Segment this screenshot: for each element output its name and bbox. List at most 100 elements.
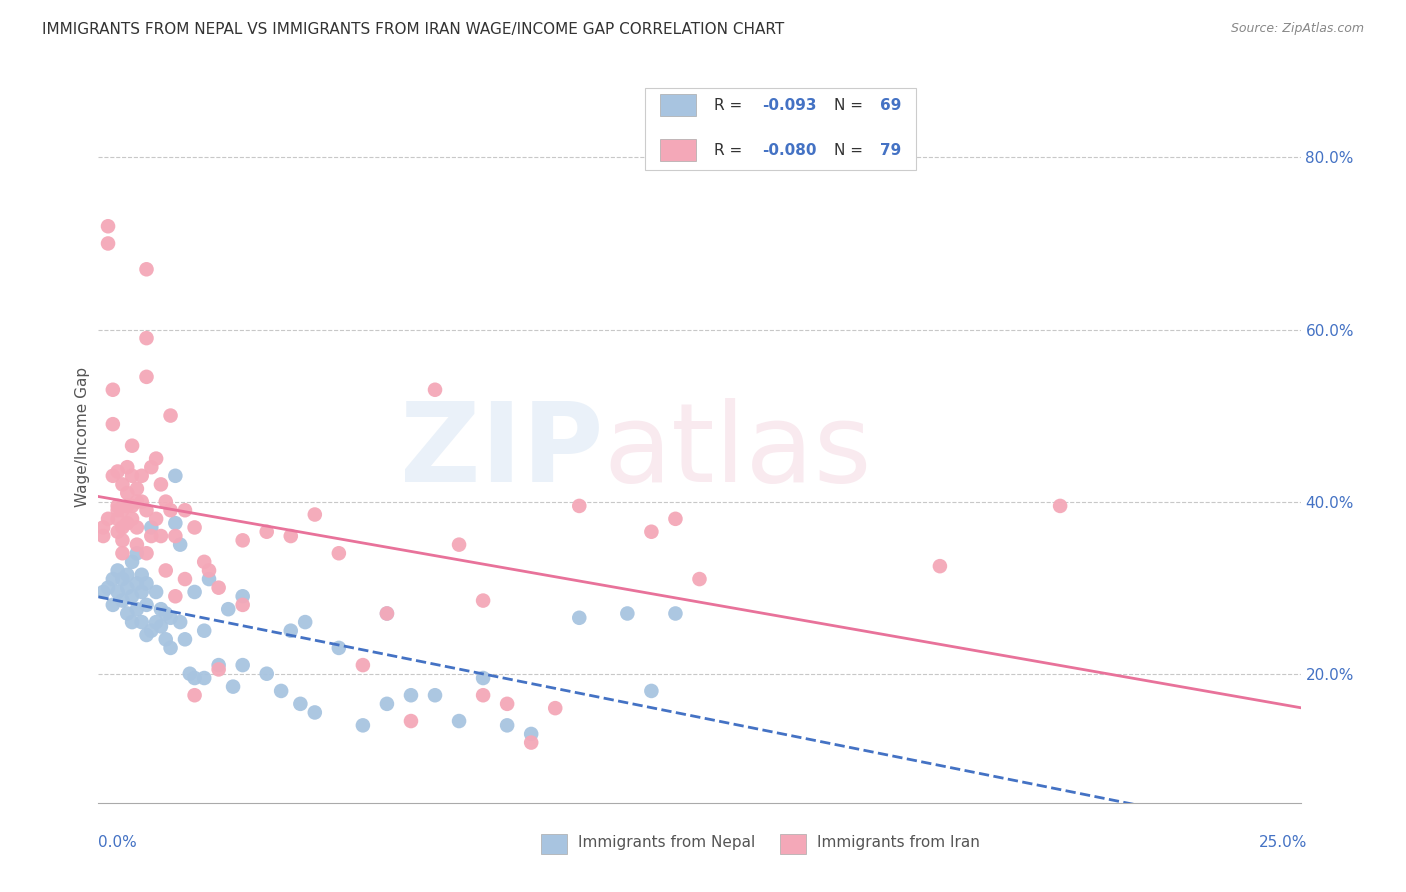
Point [111, 593, 134, 607]
Point [145, 512, 167, 526]
Point [121, 499, 143, 513]
Point [304, 706, 326, 720]
Point [165, 589, 187, 603]
Point [141, 529, 163, 543]
Point [125, 546, 148, 560]
Text: R =: R = [714, 97, 747, 112]
Point [664, 607, 686, 621]
Text: N =: N = [834, 97, 868, 112]
Point [149, 529, 172, 543]
Text: 69: 69 [880, 97, 901, 112]
Bar [541, 834, 567, 854]
Point [121, 615, 143, 629]
Point [328, 640, 350, 655]
Point [107, 524, 129, 539]
Point [232, 533, 254, 548]
Point [117, 607, 139, 621]
Point [568, 499, 591, 513]
Point [155, 607, 177, 621]
Point [217, 602, 239, 616]
Point [135, 598, 157, 612]
Point [107, 585, 129, 599]
Point [568, 611, 591, 625]
Point [145, 615, 167, 629]
Point [155, 632, 177, 647]
Point [640, 524, 662, 539]
Point [447, 538, 470, 552]
Point [117, 567, 139, 582]
Point [174, 572, 197, 586]
Point [159, 503, 181, 517]
Point [280, 529, 302, 543]
Point [159, 640, 181, 655]
Point [232, 589, 254, 603]
Point [208, 658, 231, 673]
Point [117, 499, 139, 513]
Point [117, 486, 139, 500]
Point [149, 602, 172, 616]
Point [117, 581, 139, 595]
Point [520, 727, 543, 741]
Point [97, 219, 120, 234]
Point [423, 383, 446, 397]
Point [135, 628, 157, 642]
Point [141, 460, 163, 475]
Point [111, 533, 134, 548]
Point [496, 697, 519, 711]
Point [131, 585, 153, 599]
Point [616, 607, 638, 621]
Point [91, 520, 114, 534]
Point [270, 684, 292, 698]
Text: 25.0%: 25.0% [1260, 836, 1308, 850]
Point [121, 589, 143, 603]
Point [472, 593, 495, 607]
Point [141, 624, 163, 638]
Point [91, 585, 114, 599]
Point [111, 546, 134, 560]
Point [294, 615, 316, 629]
Point [640, 684, 662, 698]
Point [111, 572, 134, 586]
Point [149, 619, 172, 633]
Bar [659, 139, 696, 161]
Point [159, 611, 181, 625]
Point [97, 581, 120, 595]
Point [107, 465, 129, 479]
Point [290, 697, 312, 711]
Point [159, 409, 181, 423]
Point [375, 607, 398, 621]
Text: 79: 79 [880, 143, 901, 158]
Text: -0.093: -0.093 [762, 97, 817, 112]
Text: Source: ZipAtlas.com: Source: ZipAtlas.com [1230, 22, 1364, 36]
Point [165, 529, 187, 543]
Point [131, 494, 153, 508]
Point [198, 564, 221, 578]
Point [423, 688, 446, 702]
Point [689, 572, 711, 586]
Point [155, 494, 177, 508]
Point [125, 520, 148, 534]
Text: ZIP: ZIP [399, 398, 603, 505]
Point [101, 598, 124, 612]
Bar [645, 88, 915, 170]
Text: R =: R = [714, 143, 747, 158]
Point [165, 468, 187, 483]
Text: N =: N = [834, 143, 868, 158]
Text: Immigrants from Iran: Immigrants from Iran [817, 836, 980, 850]
Point [304, 508, 326, 522]
Point [107, 512, 129, 526]
Point [183, 688, 205, 702]
Point [111, 503, 134, 517]
Point [352, 658, 374, 673]
Point [107, 564, 129, 578]
Point [135, 503, 157, 517]
Point [111, 477, 134, 491]
Point [183, 520, 205, 534]
Point [208, 581, 231, 595]
Point [280, 624, 302, 638]
Point [111, 520, 134, 534]
Point [328, 546, 350, 560]
Point [155, 564, 177, 578]
Point [544, 701, 567, 715]
Point [256, 524, 278, 539]
